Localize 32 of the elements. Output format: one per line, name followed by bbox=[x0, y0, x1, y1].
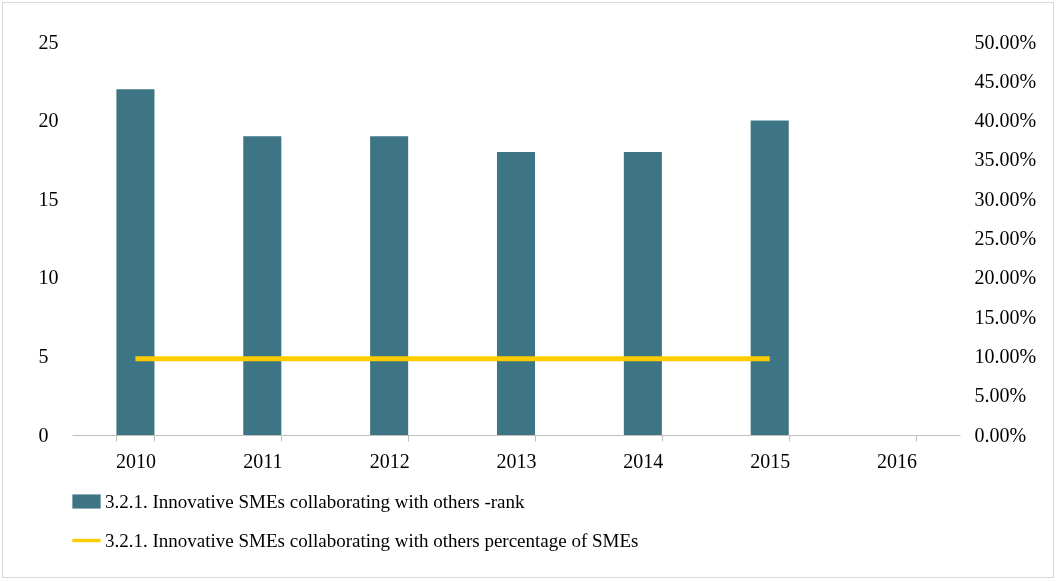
legend-label: 3.2.1. Innovative SMEs collaborating with others -rank bbox=[105, 490, 525, 512]
y-tick-label: 0 bbox=[38, 423, 49, 446]
y2-tick-label: 40.00% bbox=[974, 109, 1037, 132]
x-tick-label: 2012 bbox=[369, 449, 410, 472]
y2-tick-label: 20.00% bbox=[974, 266, 1037, 289]
y2-tick-label: 35.00% bbox=[974, 148, 1037, 171]
y-tick-label: 10 bbox=[38, 266, 59, 289]
x-tick-label: 2014 bbox=[623, 449, 664, 472]
y-tick-label: 5 bbox=[38, 344, 49, 367]
x-tick-label: 2016 bbox=[877, 449, 918, 472]
y2-tick-label: 30.00% bbox=[974, 187, 1037, 210]
bar bbox=[623, 152, 662, 435]
x-tick-label: 2015 bbox=[750, 449, 791, 472]
legend-label: 3.2.1. Innovative SMEs collaborating with others percentage of SMEs bbox=[105, 529, 639, 551]
x-tick-label: 2013 bbox=[496, 449, 537, 472]
bar bbox=[496, 152, 536, 435]
y2-tick-label: 5.00% bbox=[974, 384, 1027, 407]
y2-tick-label: 25.00% bbox=[974, 227, 1037, 249]
y2-tick-label: 45.00% bbox=[974, 69, 1037, 92]
bar bbox=[750, 120, 789, 435]
y2-tick-label: 0.00% bbox=[974, 423, 1027, 446]
bar bbox=[243, 136, 282, 435]
y2-tick-label: 50.00% bbox=[974, 30, 1037, 53]
x-tick-label: 2010 bbox=[115, 449, 156, 472]
y-tick-label: 20 bbox=[38, 109, 59, 132]
bar bbox=[370, 136, 409, 435]
x-tick-label: 2011 bbox=[243, 449, 283, 472]
bar bbox=[116, 89, 155, 435]
y2-tick-label: 15.00% bbox=[974, 305, 1037, 328]
y-tick-label: 15 bbox=[38, 187, 59, 210]
y2-tick-label: 10.00% bbox=[974, 344, 1037, 367]
y-tick-label: 25 bbox=[38, 30, 59, 53]
